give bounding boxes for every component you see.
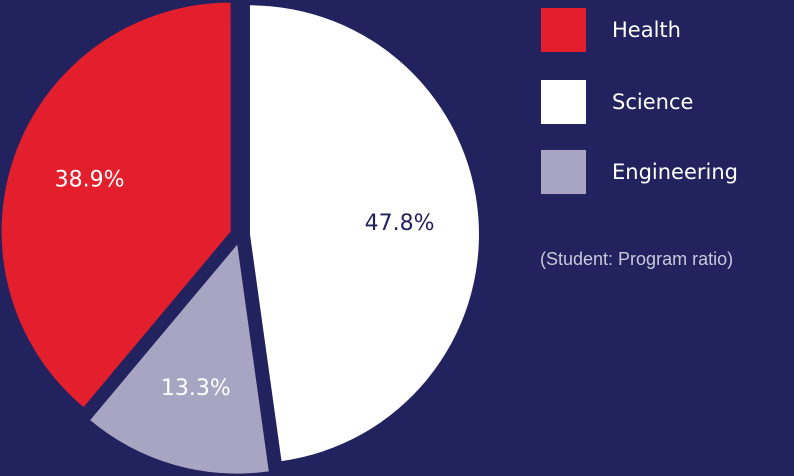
- legend-label-health: Health: [612, 18, 681, 42]
- pie-label-engineering: 13.3%: [161, 376, 231, 401]
- legend-swatch-science: [541, 80, 586, 124]
- legend-swatch-health: [541, 8, 586, 52]
- pie-label-science: 47.8%: [365, 211, 435, 236]
- legend-item-health: Health: [541, 8, 781, 52]
- pie-slice-health: [1, 2, 231, 408]
- pie-label-health: 38.9%: [55, 167, 125, 192]
- pie-slice-science: [249, 5, 479, 462]
- legend-item-science: Science: [541, 80, 781, 124]
- pie-chart: 47.8% 13.3% 38.9%: [1, 2, 479, 474]
- legend-swatch-engineering: [541, 150, 586, 194]
- pie-slice-engineering: [90, 244, 269, 474]
- legend-item-engineering: Engineering: [541, 150, 781, 194]
- chart-note: (Student: Program ratio): [540, 249, 734, 269]
- legend-label-engineering: Engineering: [612, 160, 738, 184]
- legend-label-science: Science: [612, 90, 694, 114]
